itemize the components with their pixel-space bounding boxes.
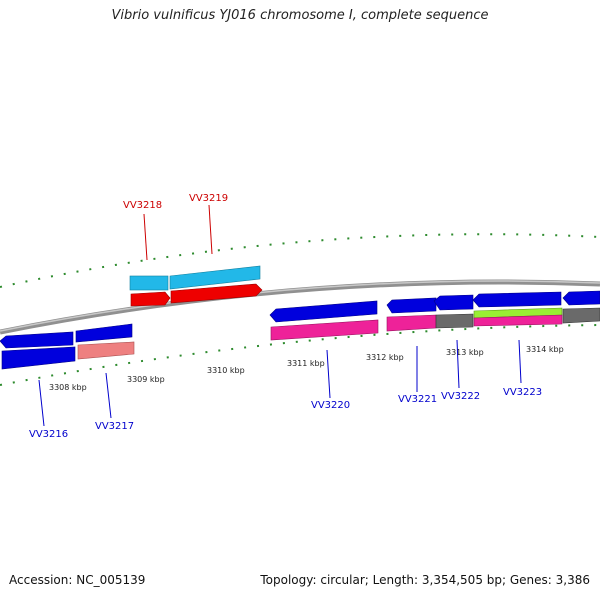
gene-label-vv3219[interactable]: VV3219 (189, 193, 228, 204)
leader-vv3220 (326, 349, 331, 399)
cds-block-next[interactable] (562, 307, 600, 324)
kbp-label-3314: 3314 kbp (526, 345, 564, 354)
cds-block-vv3220[interactable] (270, 319, 379, 341)
leader-vv3219 (208, 204, 213, 255)
gene-block-vv3218[interactable] (129, 275, 169, 291)
gene-arrow-next[interactable] (562, 290, 600, 306)
leader-vv3222 (456, 339, 460, 389)
kbp-label-3308: 3308 kbp (49, 383, 87, 392)
leader-vv3218 (143, 213, 148, 261)
kbp-label-3311: 3311 kbp (287, 359, 325, 368)
kbp-label-3310: 3310 kbp (207, 366, 245, 375)
kbp-label-3313: 3313 kbp (446, 348, 484, 357)
cds-block-vv3221[interactable] (386, 314, 437, 332)
gene-label-vv3221[interactable]: VV3221 (398, 394, 437, 405)
backbone-highlight (0, 280, 600, 332)
outer-tick-track (0, 233, 600, 288)
gene-arrow-vv3221[interactable] (386, 297, 437, 314)
gene-label-vv3216[interactable]: VV3216 (29, 429, 68, 440)
leader-vv3217 (105, 372, 112, 419)
cds-block-vv3217[interactable] (77, 341, 135, 360)
gene-arrow-a[interactable] (0, 331, 74, 349)
gene-label-vv3217[interactable]: VV3217 (95, 421, 134, 432)
gene-label-vv3218[interactable]: VV3218 (123, 200, 162, 211)
gene-arrow-b[interactable] (75, 323, 133, 343)
gene-arrow-vv3223[interactable] (472, 291, 562, 308)
kbp-label-3312: 3312 kbp (366, 353, 404, 362)
gene-block-vv3219[interactable] (169, 265, 261, 290)
gene-label-vv3220[interactable]: VV3220 (311, 400, 350, 411)
topology-summary: Topology: circular; Length: 3,354,505 bp… (260, 573, 590, 587)
gene-label-vv3223[interactable]: VV3223 (503, 387, 542, 398)
cds-block-vv3222[interactable] (435, 313, 474, 329)
gene-label-vv3222[interactable]: VV3222 (441, 391, 480, 402)
leader-vv3216 (38, 379, 45, 427)
chromosome-backbone (0, 279, 600, 335)
cds-arrow-vv3219[interactable] (170, 283, 263, 304)
kbp-label-3309: 3309 kbp (127, 375, 165, 384)
gene-arrow-vv3220[interactable] (269, 300, 378, 323)
cds-block-vv3223-lower[interactable] (473, 314, 563, 327)
accession-text: Accession: NC_005139 (9, 573, 146, 587)
gene-arrow-vv3222[interactable] (433, 294, 474, 311)
cds-block-vv3216[interactable] (1, 346, 76, 370)
cds-arrow-vv3218[interactable] (130, 291, 171, 307)
map-title: Vibrio vulnificus YJ016 chromosome I, co… (111, 8, 489, 23)
leader-vv3223 (518, 339, 522, 384)
